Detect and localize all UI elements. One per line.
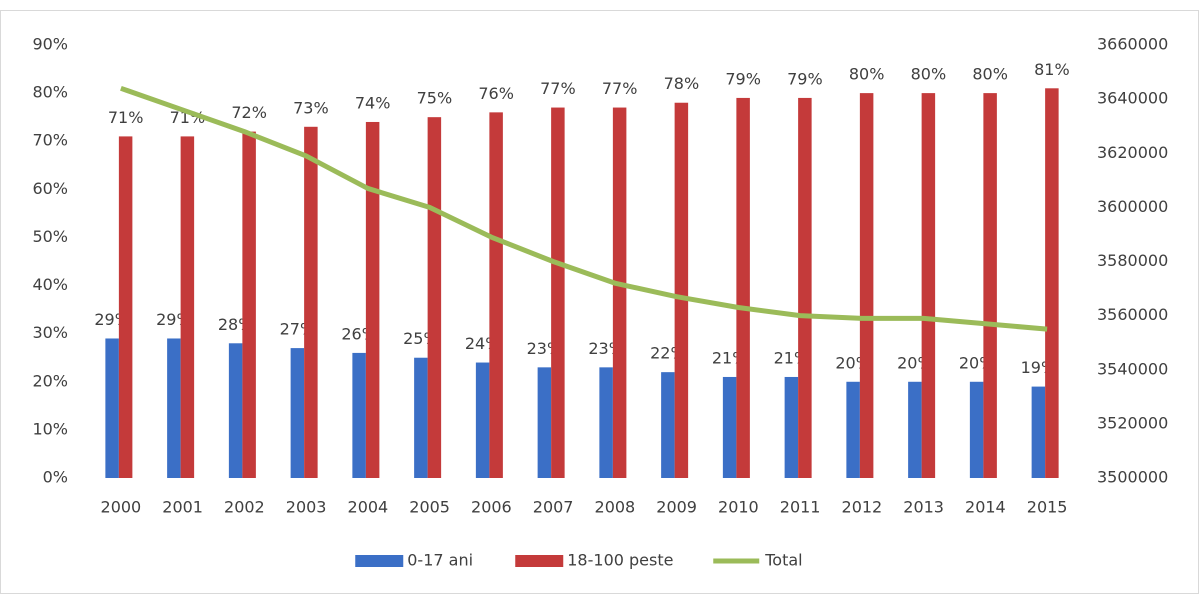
bar (798, 97, 812, 478)
bar (489, 112, 503, 478)
bar (228, 343, 243, 478)
y2-tick-label: 3560000 (1097, 305, 1168, 324)
bar (736, 97, 750, 478)
bar (969, 381, 984, 478)
bar (118, 136, 133, 478)
x-tick-label: 2002 (224, 498, 265, 517)
y-tick-label: 80% (32, 83, 68, 102)
data-label: 80% (911, 65, 947, 84)
bar (599, 367, 613, 478)
x-tick-label: 2013 (903, 498, 944, 517)
y2-tick-label: 3540000 (1097, 359, 1168, 378)
data-label: 72% (231, 103, 267, 122)
y2-tick-label: 3500000 (1097, 468, 1168, 487)
bar (365, 121, 380, 478)
data-label: 74% (355, 93, 391, 112)
data-label: 73% (293, 98, 329, 117)
bar (612, 107, 627, 479)
data-label: 76% (478, 84, 514, 103)
bar (983, 93, 997, 478)
y-tick-label: 60% (32, 179, 68, 198)
y-tick-label: 50% (32, 227, 68, 246)
data-label: 79% (787, 69, 823, 88)
chart-frame (0, 10, 1199, 594)
bar (551, 107, 565, 479)
x-tick-label: 2015 (1027, 498, 1068, 517)
x-tick-label: 2009 (656, 498, 697, 517)
x-tick-label: 2014 (965, 498, 1006, 517)
data-label: 78% (664, 74, 700, 93)
y-tick-label: 20% (32, 371, 68, 390)
bar (180, 136, 195, 478)
bar (908, 381, 922, 478)
x-tick-label: 2011 (780, 498, 821, 517)
bar (784, 376, 799, 478)
x-tick-label: 2003 (286, 498, 327, 517)
x-tick-label: 2005 (409, 498, 450, 517)
y2-tick-label: 3600000 (1097, 197, 1168, 216)
bar (242, 131, 256, 478)
bar (1031, 386, 1046, 478)
bar (167, 338, 181, 478)
bar (846, 381, 860, 478)
legend-swatch (355, 555, 404, 567)
x-tick-label: 2006 (471, 498, 512, 517)
bar (722, 376, 737, 478)
x-tick-label: 2008 (595, 498, 636, 517)
y2-tick-label: 3520000 (1097, 413, 1168, 432)
y-tick-label: 0% (43, 468, 68, 487)
data-label: 81% (1034, 60, 1070, 79)
y-tick-label: 90% (32, 35, 68, 54)
bar (921, 93, 936, 478)
bar (290, 348, 305, 478)
bar (1045, 88, 1059, 479)
legend-swatch (515, 555, 564, 567)
bar (859, 93, 874, 478)
bar (661, 372, 675, 478)
y2-tick-label: 3660000 (1097, 35, 1168, 54)
bar (427, 117, 442, 479)
data-label: 75% (417, 89, 453, 108)
data-label: 71% (108, 108, 144, 127)
line (120, 85, 1048, 332)
bar (352, 352, 366, 478)
x-tick-label: 2001 (162, 498, 203, 517)
x-tick-label: 2012 (842, 498, 883, 517)
bar (414, 357, 428, 478)
legend-label: 0-17 ani (407, 551, 473, 570)
bar (674, 102, 689, 478)
bar (105, 338, 119, 478)
bar (537, 367, 552, 478)
y-tick-label: 10% (32, 419, 68, 438)
y-tick-label: 70% (32, 131, 68, 150)
legend-label: Total (764, 551, 802, 570)
y2-tick-label: 3640000 (1097, 89, 1168, 108)
x-tick-label: 2007 (533, 498, 574, 517)
legend-label: 18-100 peste (567, 551, 673, 570)
y-tick-label: 30% (32, 323, 68, 342)
data-label: 80% (972, 65, 1008, 84)
y-tick-label: 40% (32, 275, 68, 294)
data-label: 77% (602, 79, 638, 98)
bar (304, 126, 318, 479)
y2-tick-label: 3580000 (1097, 251, 1168, 270)
y2-tick-label: 3620000 (1097, 143, 1168, 162)
x-tick-label: 2004 (348, 498, 389, 517)
x-tick-label: 2010 (718, 498, 759, 517)
data-label: 80% (849, 65, 885, 84)
data-label: 77% (540, 79, 576, 98)
data-label: 79% (725, 69, 761, 88)
x-tick-label: 2000 (101, 498, 142, 517)
bar (475, 362, 490, 478)
